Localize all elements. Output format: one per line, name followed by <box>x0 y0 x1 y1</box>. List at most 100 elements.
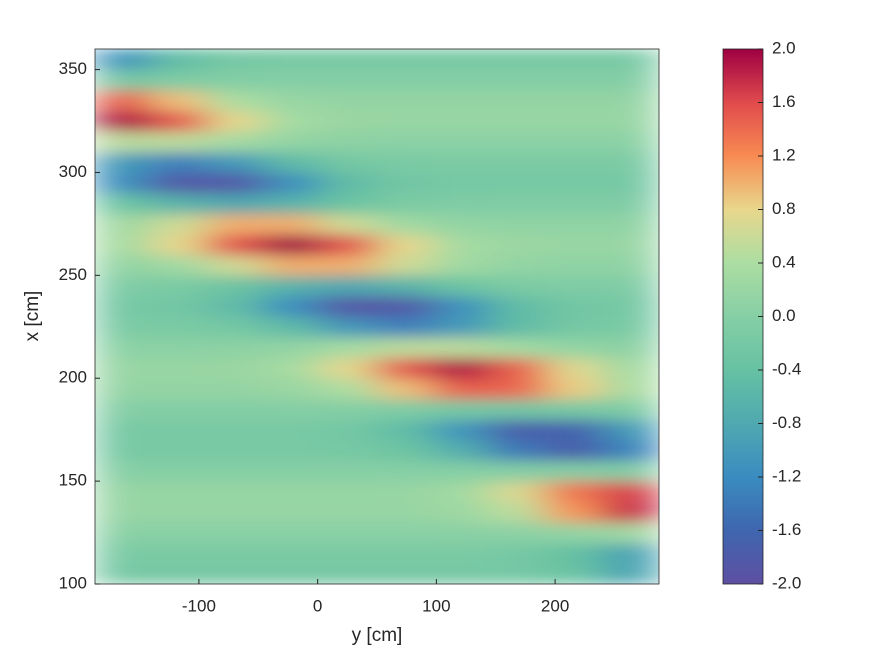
heatmap-cell <box>545 151 604 173</box>
heatmap-cell <box>432 418 491 441</box>
heatmap-cell <box>489 49 547 71</box>
heatmap-cell <box>432 501 491 523</box>
colorbar-tick-label: -1.6 <box>772 520 801 539</box>
heatmap-cell <box>432 213 491 235</box>
heatmap-cell <box>432 521 491 544</box>
heatmap-cell <box>545 542 604 564</box>
heatmap-cell <box>207 171 265 194</box>
heatmap-cell <box>432 151 491 173</box>
heatmap-cell <box>263 49 322 71</box>
heatmap-cell <box>376 439 434 462</box>
heatmap-cell <box>263 521 322 544</box>
heatmap-cell <box>320 398 378 420</box>
heatmap-cell <box>207 69 265 91</box>
heatmap-cell <box>95 295 152 317</box>
heatmap-cell <box>489 130 547 153</box>
heatmap-cell <box>95 254 152 276</box>
heatmap-cell <box>545 110 604 132</box>
heatmap-cell <box>263 398 322 420</box>
heatmap-cell <box>489 110 547 132</box>
heatmap-cell <box>489 213 547 235</box>
heatmap-cell <box>320 357 378 379</box>
heatmap-cell <box>376 192 434 215</box>
heatmap-cell <box>376 254 434 276</box>
heatmap-cell <box>602 192 659 215</box>
heatmap-cell <box>545 130 604 153</box>
heatmap-cell <box>489 69 547 91</box>
heatmap-cell <box>263 542 322 564</box>
heatmap-cell <box>150 439 209 462</box>
heatmap-cell <box>150 171 209 194</box>
heatmap-cell <box>489 316 547 338</box>
heatmap-cell <box>432 562 491 584</box>
heatmap-cell <box>263 439 322 462</box>
heatmap-cell <box>376 501 434 523</box>
heatmap-cell <box>432 357 491 379</box>
heatmap-cell <box>545 439 604 462</box>
heatmap-cell <box>207 151 265 173</box>
heatmap-cell <box>376 398 434 420</box>
heatmap-cell <box>432 192 491 215</box>
heatmap-cell <box>263 336 322 359</box>
colorbar-tick-label: 0.0 <box>772 306 796 325</box>
heatmap-cell <box>207 233 265 256</box>
heatmap-cell <box>376 49 434 71</box>
heatmap-cell <box>489 377 547 400</box>
heatmap-cell <box>95 151 152 173</box>
heatmap-cell <box>432 274 491 297</box>
heatmap-cell <box>150 295 209 317</box>
heatmap-cell <box>95 213 152 235</box>
heatmap-cell <box>95 460 152 482</box>
heatmap-cell <box>545 49 604 71</box>
colorbar-tick-label: -2.0 <box>772 573 801 592</box>
heatmap-cell <box>150 254 209 276</box>
heatmap-cell <box>489 233 547 256</box>
colorbar-tick-label: 0.4 <box>772 252 796 271</box>
heatmap-cell <box>95 130 152 153</box>
heatmap-cell <box>376 542 434 564</box>
heatmap-cell <box>376 562 434 584</box>
heatmap-cell <box>602 213 659 235</box>
heatmap-cell <box>207 480 265 503</box>
heatmap-cell <box>150 274 209 297</box>
heatmap-cell <box>320 521 378 544</box>
heatmap-cell <box>489 439 547 462</box>
heatmap-cell <box>376 89 434 112</box>
heatmap-cell <box>489 254 547 276</box>
heatmap-cell <box>602 480 659 503</box>
heatmap-cell <box>545 521 604 544</box>
heatmap-cell <box>320 480 378 503</box>
heatmap-cell <box>150 151 209 173</box>
heatmap-cell <box>376 151 434 173</box>
heatmap-cell <box>207 460 265 482</box>
heatmap-cell <box>489 562 547 584</box>
heatmap-cell <box>207 336 265 359</box>
heatmap-cell <box>376 274 434 297</box>
heatmap-cell <box>432 89 491 112</box>
heatmap-cell <box>376 130 434 153</box>
heatmap-cell <box>207 501 265 523</box>
heatmap-cell <box>207 213 265 235</box>
heatmap-cell <box>489 192 547 215</box>
heatmap-cell <box>376 295 434 317</box>
heatmap-cell <box>489 418 547 441</box>
heatmap-cell <box>602 89 659 112</box>
heatmap-cell <box>263 418 322 441</box>
y-tick-label: 100 <box>59 573 87 592</box>
heatmap-cell <box>95 69 152 91</box>
heatmap-cell <box>207 130 265 153</box>
heatmap-cell <box>263 316 322 338</box>
heatmap-cell <box>602 295 659 317</box>
heatmap-cell <box>376 233 434 256</box>
x-tick-label: -100 <box>182 596 216 615</box>
heatmap-cell <box>150 69 209 91</box>
heatmap-cell <box>320 254 378 276</box>
x-tick-label: 200 <box>541 596 569 615</box>
colorbar-tick-label: -0.8 <box>772 413 801 432</box>
heatmap-cell <box>95 89 152 112</box>
heatmap-cell <box>320 377 378 400</box>
heatmap-cell <box>320 49 378 71</box>
heatmap-cell <box>432 336 491 359</box>
heatmap-cell <box>263 460 322 482</box>
